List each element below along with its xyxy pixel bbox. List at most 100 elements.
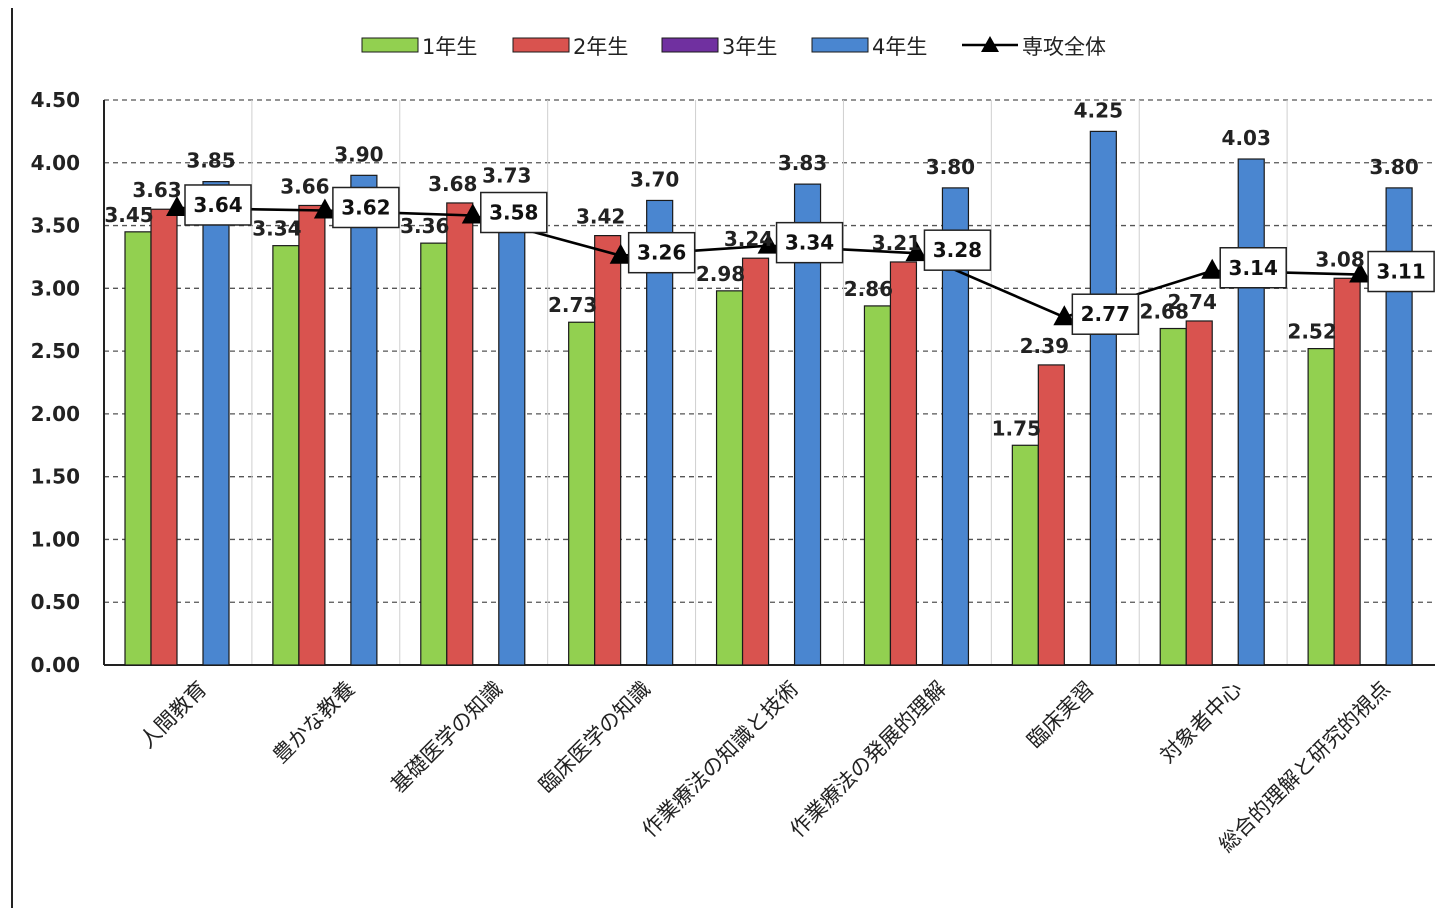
overall-value-label: 3.26 [637, 241, 686, 265]
data-label: 3.21 [872, 231, 921, 255]
overall-value-box [775, 221, 844, 264]
bar-2 [298, 204, 326, 666]
bar-2 [1037, 364, 1065, 666]
data-label: 3.73 [482, 164, 531, 188]
x-axis: 人間教育 豊かな教養 基礎医学の知識 臨床医学の知識作業療法の知識と技術作業療法の発展… [135, 677, 1394, 857]
bar-2 [1185, 320, 1213, 666]
overall-value-label: 3.58 [489, 201, 538, 225]
data-label: 3.34 [252, 217, 301, 241]
bar-1 [272, 245, 300, 666]
data-label: 3.45 [104, 203, 153, 227]
bar-4 [1237, 158, 1265, 666]
y-tick-label: 2.00 [31, 402, 80, 426]
data-label: 2.39 [1020, 334, 1069, 358]
legend-label: 3年生 [722, 35, 777, 59]
overall-line: 3.64 3.62 3.58 3.26 3.34 3.28 2.77 3.14 3.11 [166, 184, 1435, 335]
data-label: 3.83 [778, 151, 827, 175]
category-label: 豊かな教養 [268, 677, 359, 768]
legend-swatch [512, 37, 570, 53]
bar-2 [150, 208, 178, 666]
overall-marker [609, 243, 632, 264]
category-label: 対象者中心 [1155, 677, 1246, 768]
legend: 1年生 2年生 3年生 4年生 専攻全体 [361, 35, 1106, 59]
bar-2 [741, 257, 770, 666]
y-tick-label: 4.00 [31, 151, 80, 175]
y-axis: 0.00 0.50 1.00 1.50 2.00 2.50 3.00 3.50 4.00 4.50 [31, 88, 1435, 677]
legend-line-marker [981, 36, 999, 52]
data-label: 3.80 [926, 155, 975, 179]
overall-value-box [184, 184, 252, 226]
category-label: 総合的理解と研究的視点 [1214, 677, 1394, 857]
overall-marker [1349, 262, 1372, 283]
legend-label: 4年生 [872, 35, 927, 59]
overall-value-box [627, 231, 696, 274]
data-label: 1.75 [992, 416, 1041, 440]
overall-marker [757, 233, 780, 254]
data-label: 2.52 [1287, 320, 1336, 344]
bar-2 [1333, 277, 1361, 666]
y-tick-label: 3.00 [31, 276, 80, 300]
legend-label: 1年生 [422, 35, 477, 59]
overall-value-label: 3.64 [193, 193, 242, 217]
overall-marker [313, 198, 336, 219]
data-labels: 3.45 3.34 3.36 2.73 2.98 2.86 1.75 2.68 2.52 3.63… [104, 98, 1418, 440]
y-tick-label: 3.50 [31, 214, 80, 238]
category-label: 臨床実習 [1022, 677, 1098, 753]
bar-2 [446, 202, 474, 666]
overall-value-box [1071, 293, 1140, 335]
data-label: 3.85 [186, 149, 235, 173]
overall-value-label: 2.77 [1081, 302, 1130, 326]
data-label: 3.08 [1315, 247, 1364, 271]
bar-1 [1307, 348, 1335, 666]
data-label: 4.25 [1074, 98, 1123, 122]
bar-1 [420, 242, 448, 666]
bar-4 [498, 196, 526, 666]
data-label: 2.73 [548, 293, 597, 317]
category-label: 作業療法の発展的理解 [785, 677, 950, 842]
legend-swatch [661, 37, 719, 53]
overall-marker [461, 203, 484, 224]
bar-4 [793, 183, 822, 666]
data-label: 3.63 [132, 178, 181, 202]
bar-1 [1011, 444, 1039, 666]
category-label: 人間教育 [135, 677, 211, 753]
bar-1 [1159, 327, 1187, 666]
legend-label: 2年生 [573, 35, 628, 59]
y-tick-label: 1.00 [31, 527, 80, 551]
y-tick-label: 0.50 [31, 590, 80, 614]
bar-1 [715, 290, 744, 666]
bar-4 [646, 199, 674, 666]
overall-value-box [1367, 250, 1435, 293]
overall-value-box [332, 186, 400, 229]
legend-swatch [361, 37, 419, 53]
overall-value-label: 3.34 [785, 231, 834, 255]
overall-value-box [480, 191, 548, 234]
chart-frame-edge [11, 8, 13, 908]
bar-1 [863, 305, 892, 666]
bar-2 [594, 235, 622, 666]
data-label: 2.98 [696, 262, 745, 286]
data-label: 3.68 [428, 172, 477, 196]
data-label: 3.80 [1369, 155, 1418, 179]
data-label: 2.86 [844, 277, 893, 301]
overall-value-box [1219, 247, 1287, 289]
data-label: 3.70 [630, 167, 679, 191]
bar-4 [1089, 130, 1117, 666]
data-label: 3.36 [400, 214, 449, 238]
overall-marker [1201, 258, 1224, 279]
bar-4 [350, 174, 378, 666]
bar-2 [889, 261, 918, 666]
category-label: 臨床医学の知識 [534, 677, 655, 798]
overall-marker [1053, 305, 1076, 326]
data-label: 4.03 [1222, 126, 1271, 150]
data-label: 3.24 [724, 227, 773, 251]
y-tick-label: 0.00 [31, 653, 80, 677]
overall-value-label: 3.11 [1376, 260, 1425, 284]
bars [124, 130, 1413, 666]
y-tick-label: 4.50 [31, 88, 80, 112]
overall-value-label: 3.14 [1229, 256, 1278, 280]
overall-value-label: 3.28 [933, 238, 982, 262]
overall-value-box [923, 229, 992, 271]
bar-1 [124, 231, 152, 666]
